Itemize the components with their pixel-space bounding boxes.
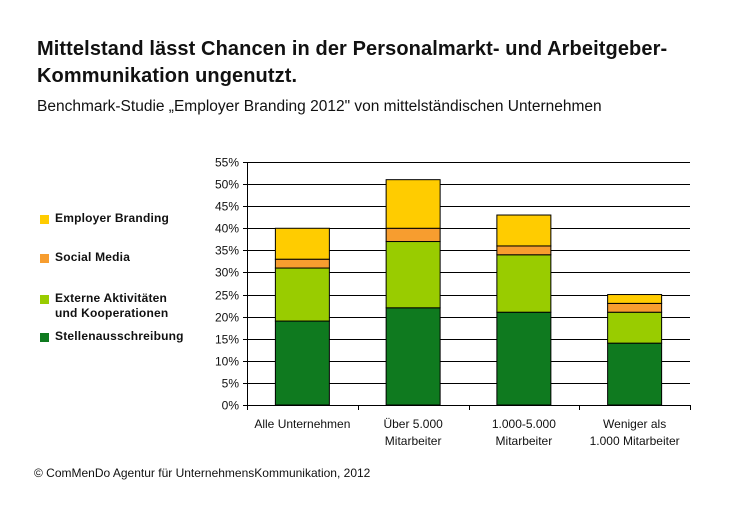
x-tick-label: Mitarbeiter xyxy=(385,434,442,448)
legend-label: Externe Aktivitäten und Kooperationen xyxy=(55,291,169,320)
bar-segment xyxy=(385,179,441,229)
bar-segment xyxy=(274,267,330,322)
legend-label: Stellenausschreibung xyxy=(55,329,184,343)
bar-segment xyxy=(274,227,330,260)
y-tick-label: 55% xyxy=(215,156,239,170)
bar-segment xyxy=(607,311,663,344)
legend-label: Employer Branding xyxy=(55,211,170,225)
y-tick-label: 50% xyxy=(215,178,239,192)
y-tick-label: 0% xyxy=(222,399,240,413)
bar-segment xyxy=(496,245,552,256)
legend-swatch xyxy=(40,295,49,304)
legend-swatch xyxy=(40,254,49,263)
legend-swatch xyxy=(40,333,49,342)
bar-segment xyxy=(496,311,552,406)
x-tick-label: Alle Unternehmen xyxy=(254,417,350,431)
bar-segment xyxy=(496,214,552,247)
x-tick-label: 1.000 Mitarbeiter xyxy=(590,434,680,448)
x-tick-label: Mitarbeiter xyxy=(496,434,553,448)
x-tick-label: Über 5.000 xyxy=(383,417,443,431)
bar-segment xyxy=(607,294,663,304)
bar-segment xyxy=(496,254,552,313)
legend-swatch xyxy=(40,215,49,224)
bar-segment xyxy=(607,302,663,313)
y-tick-label: 35% xyxy=(215,244,239,258)
bar-segment xyxy=(607,342,663,406)
copyright-footer: © ComMenDo Agentur für UnternehmensKommu… xyxy=(34,466,371,480)
bar-segment xyxy=(274,320,330,406)
bar-segment xyxy=(385,307,441,406)
y-tick-label: 5% xyxy=(222,377,240,391)
x-tick-label: Weniger als xyxy=(603,417,666,431)
legend-label: Social Media xyxy=(55,250,131,264)
chart-title: Mittelstand lässt Chancen in der Persona… xyxy=(37,38,668,87)
chart-subtitle: Benchmark-Studie „Employer Branding 2012… xyxy=(37,98,602,115)
y-tick-label: 40% xyxy=(215,222,239,236)
bar-segment xyxy=(385,241,441,309)
y-tick-label: 15% xyxy=(215,333,239,347)
bar-segment xyxy=(385,227,441,243)
y-tick-label: 30% xyxy=(215,266,239,280)
y-tick-label: 10% xyxy=(215,355,239,369)
x-tick-label: 1.000-5.000 xyxy=(492,417,556,431)
y-tick-label: 25% xyxy=(215,289,239,303)
y-tick-label: 45% xyxy=(215,200,239,214)
y-tick-label: 20% xyxy=(215,311,239,325)
bar-segment xyxy=(274,258,330,269)
